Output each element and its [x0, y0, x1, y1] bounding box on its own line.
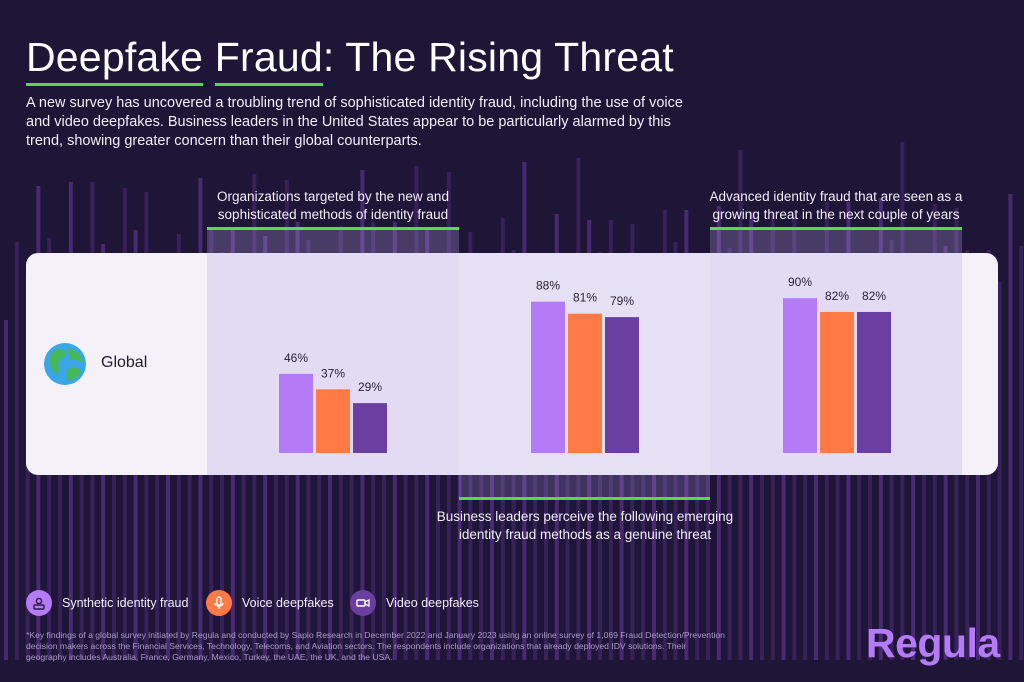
globe-icon — [44, 343, 86, 385]
data-label-2-group-1: 37% — [321, 366, 345, 380]
legend-voice: Voice deepfakes — [206, 590, 334, 616]
background-stripe — [1008, 194, 1013, 660]
row-label-global: Global — [101, 354, 148, 371]
video-camera-icon — [350, 590, 376, 616]
bar-2-group-2 — [568, 313, 602, 453]
page-title: Deepfake Fraud: The Rising Threat — [26, 34, 674, 81]
background-stripe — [490, 296, 494, 660]
regula-logo: Regula — [866, 620, 1000, 666]
data-label-3-group-2: 79% — [610, 294, 634, 308]
data-label-2-group-3: 82% — [825, 289, 849, 303]
group-1-underline — [207, 227, 459, 230]
legend-voice-label: Voice deepfakes — [242, 596, 334, 610]
background-stripe — [997, 282, 1002, 660]
bar-1-group-3 — [783, 298, 817, 453]
legend-synthetic: Synthetic identity fraud — [26, 590, 188, 616]
group-1-label: Organizations targeted by the new and so… — [217, 189, 449, 222]
background-stripe — [4, 320, 8, 660]
data-label-1-group-1: 46% — [284, 351, 308, 365]
legend-synthetic-label: Synthetic identity fraud — [62, 596, 189, 610]
background-stripe — [544, 292, 548, 660]
data-label-3-group-3: 82% — [862, 289, 886, 303]
background-stripe — [835, 290, 840, 660]
background-stripe — [1019, 246, 1024, 660]
legend-video-label: Video deepfakes — [386, 596, 479, 610]
bar-2-group-3 — [820, 311, 854, 453]
microphone-icon — [206, 590, 232, 616]
background-stripe — [328, 304, 332, 660]
footnote: *Key findings of a global survey initiat… — [26, 630, 725, 662]
data-label-2-group-2: 81% — [573, 291, 597, 305]
bar-1-group-2 — [531, 301, 565, 453]
background-stripe — [760, 300, 764, 660]
background-stripe — [922, 292, 926, 660]
title-word-fraud: Fraud — [214, 34, 323, 80]
title-rest: : The Rising Threat — [322, 34, 674, 80]
group-2-underline — [459, 497, 710, 500]
group-3-label: Advanced identity fraud that are seen as… — [709, 189, 963, 222]
bar-3-group-3 — [857, 311, 891, 453]
group-3-underline — [710, 227, 962, 230]
bar-2-group-1 — [316, 389, 350, 453]
data-label-1-group-2: 88% — [536, 279, 560, 293]
bar-1-group-1 — [279, 373, 313, 453]
background-stripe — [382, 300, 386, 660]
background-stripe — [155, 290, 160, 660]
legend-video: Video deepfakes — [350, 590, 479, 616]
data-label-1-group-3: 90% — [788, 275, 812, 289]
person-id-icon — [26, 590, 52, 616]
background-stripe — [166, 312, 170, 660]
title-word-deepfake: Deepfake — [26, 34, 204, 80]
bar-3-group-1 — [353, 403, 387, 453]
page-subtitle: A new survey has uncovered a troubling t… — [26, 95, 683, 149]
data-label-3-group-1: 29% — [358, 380, 382, 394]
background-stripe — [14, 242, 19, 660]
bar-3-group-2 — [605, 317, 639, 453]
group-2-label: Business leaders perceive the following … — [436, 509, 734, 542]
